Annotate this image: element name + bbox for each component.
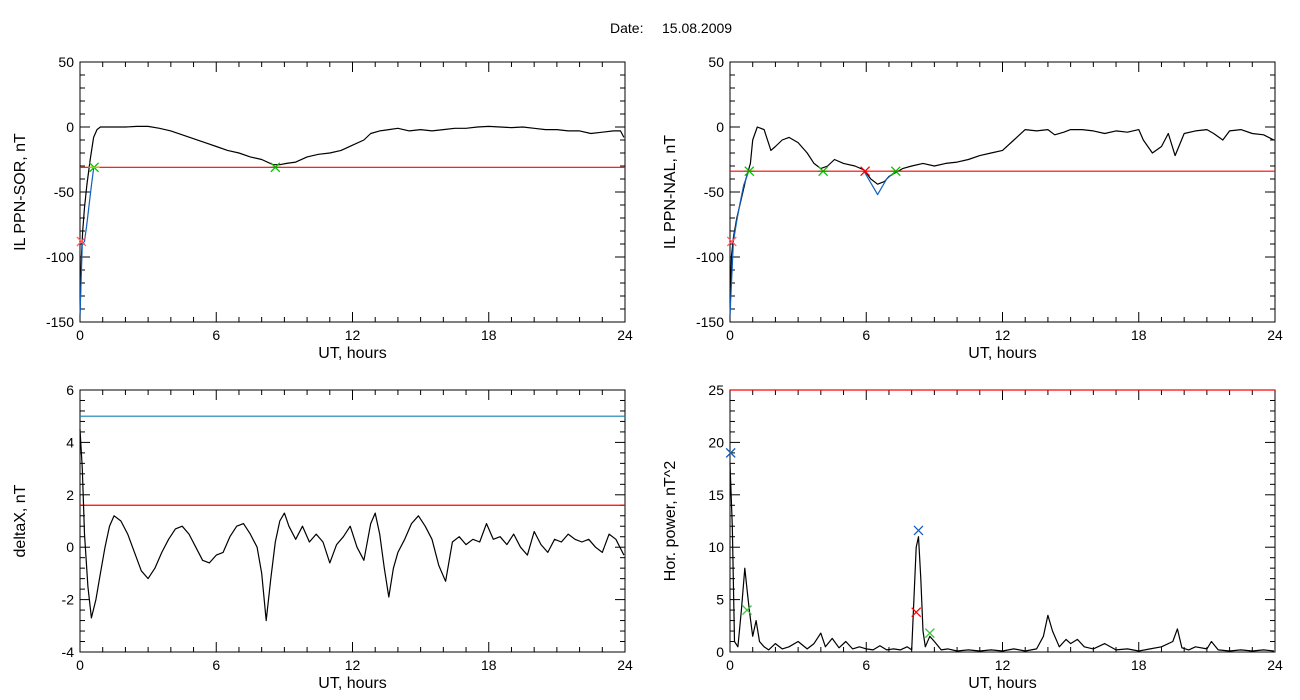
y-tick-label: -150 (696, 314, 724, 330)
y-tick-label: -4 (62, 644, 75, 660)
x-tick-label: 18 (1131, 657, 1147, 673)
x-tick-label: 0 (726, 657, 734, 673)
y-tick-label: 0 (66, 539, 74, 555)
date-label: Date: (610, 20, 643, 36)
y-tick-label: -50 (54, 184, 74, 200)
marker (269, 162, 281, 173)
marker (890, 166, 902, 177)
x-axis-label: UT, hours (318, 675, 386, 692)
x-tick-label: 6 (212, 327, 220, 343)
marker (742, 605, 752, 616)
y-tick-label: -150 (46, 314, 74, 330)
plot-frame (729, 389, 1276, 653)
y-tick-label: 10 (708, 539, 724, 555)
x-tick-label: 6 (212, 657, 220, 673)
marker-cross (913, 525, 924, 536)
marker-cross (725, 447, 736, 458)
y-tick-label: 5 (716, 592, 724, 608)
marker (817, 166, 829, 177)
x-tick-label: 6 (862, 657, 870, 673)
x-tick-label: 0 (76, 657, 84, 673)
x-tick-label: 6 (862, 327, 870, 343)
x-tick-label: 0 (76, 327, 84, 343)
x-tick-label: 12 (995, 327, 1011, 343)
date-value: 15.08.2009 (662, 20, 732, 36)
y-tick-label: -50 (704, 184, 724, 200)
marker-cross (742, 605, 752, 616)
x-tick-label: 18 (481, 657, 497, 673)
series-line (79, 125, 625, 316)
y-tick-label: 6 (66, 382, 74, 398)
series-line (863, 170, 897, 196)
y-tick-label: 0 (66, 119, 74, 135)
x-axis-label: UT, hours (968, 675, 1036, 692)
y-axis-label: IL PPN-SOR, nT (12, 133, 29, 251)
plot-frame (79, 389, 626, 653)
x-axis-label: UT, hours (968, 345, 1036, 362)
y-tick-label: 25 (708, 382, 724, 398)
series-line (79, 429, 625, 622)
y-tick-label: 50 (708, 54, 724, 70)
marker (860, 166, 871, 177)
y-tick-label: -100 (696, 249, 724, 265)
marker (911, 607, 922, 618)
marker (913, 525, 924, 536)
x-tick-label: 24 (617, 657, 633, 673)
marker (88, 162, 100, 173)
x-tick-label: 24 (1267, 657, 1283, 673)
x-tick-label: 12 (345, 327, 361, 343)
series-line (729, 463, 1274, 652)
marker (743, 166, 755, 177)
series-line (79, 168, 95, 316)
x-tick-label: 18 (481, 327, 497, 343)
x-tick-label: 24 (1267, 327, 1283, 343)
y-tick-label: 2 (66, 487, 74, 503)
marker-cross (860, 166, 871, 177)
y-tick-label: 15 (708, 487, 724, 503)
y-axis-label: IL PPN-NAL, nT (662, 135, 679, 249)
panel-il-ppn-nal: 0 6 12 18 24 -150 -100 -50 0 50 UT, hours IL PPN-NA… (662, 54, 1283, 362)
marker-cross (924, 628, 935, 639)
y-tick-label: 50 (58, 54, 74, 70)
marker (726, 236, 737, 247)
plot-frame (79, 61, 626, 323)
marker-cross (911, 607, 922, 618)
y-tick-label: 20 (708, 434, 724, 450)
panel-il-ppn-sor: 0 6 12 18 24 -150 -100 -50 0 50 UT, hours IL PPN-SO… (12, 54, 633, 362)
x-tick-label: 18 (1131, 327, 1147, 343)
marker (924, 628, 935, 639)
panel-hor-power: 0 6 12 18 24 0 5 10 15 20 25 UT, hours Hor. power, n… (662, 382, 1283, 692)
y-tick-label: -100 (46, 249, 74, 265)
x-tick-label: 0 (726, 327, 734, 343)
y-axis-label: Hor. power, nT^2 (662, 461, 679, 582)
x-tick-label: 12 (345, 657, 361, 673)
series-line (729, 172, 749, 316)
x-tick-label: 12 (995, 657, 1011, 673)
marker (725, 447, 736, 458)
marker (76, 236, 87, 247)
y-tick-label: 0 (716, 119, 724, 135)
x-tick-label: 24 (617, 327, 633, 343)
series-line (729, 126, 1275, 316)
marker-cross (726, 236, 737, 247)
y-tick-label: 4 (66, 434, 74, 450)
y-tick-label: -2 (62, 592, 75, 608)
plot-frame (729, 61, 1276, 323)
y-axis-label: deltaX, nT (12, 484, 29, 557)
y-tick-label: 0 (716, 644, 724, 660)
marker-cross (76, 236, 87, 247)
x-axis-label: UT, hours (318, 345, 386, 362)
